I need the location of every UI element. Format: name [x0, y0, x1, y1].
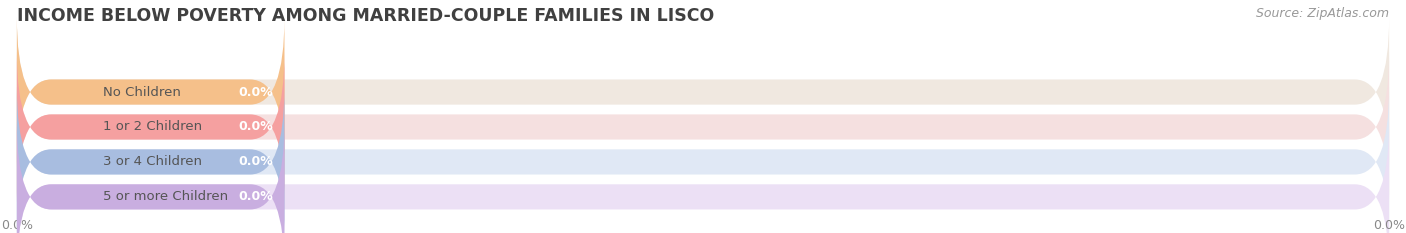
FancyBboxPatch shape	[17, 17, 284, 167]
Text: INCOME BELOW POVERTY AMONG MARRIED-COUPLE FAMILIES IN LISCO: INCOME BELOW POVERTY AMONG MARRIED-COUPL…	[17, 7, 714, 25]
Text: 0.0%: 0.0%	[239, 190, 274, 203]
FancyBboxPatch shape	[17, 17, 1389, 167]
FancyBboxPatch shape	[17, 122, 1389, 233]
Text: 0.0%: 0.0%	[239, 120, 274, 134]
FancyBboxPatch shape	[17, 87, 1389, 233]
FancyBboxPatch shape	[17, 87, 284, 233]
Text: 0.0%: 0.0%	[239, 86, 274, 99]
FancyBboxPatch shape	[17, 52, 1389, 202]
Text: 3 or 4 Children: 3 or 4 Children	[103, 155, 201, 168]
FancyBboxPatch shape	[17, 52, 284, 202]
Text: 0.0%: 0.0%	[239, 155, 274, 168]
Text: No Children: No Children	[103, 86, 180, 99]
FancyBboxPatch shape	[17, 122, 284, 233]
Text: 5 or more Children: 5 or more Children	[103, 190, 228, 203]
Text: Source: ZipAtlas.com: Source: ZipAtlas.com	[1256, 7, 1389, 20]
Text: 1 or 2 Children: 1 or 2 Children	[103, 120, 201, 134]
